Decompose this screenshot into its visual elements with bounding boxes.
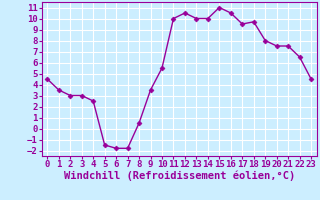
X-axis label: Windchill (Refroidissement éolien,°C): Windchill (Refroidissement éolien,°C) xyxy=(64,171,295,181)
